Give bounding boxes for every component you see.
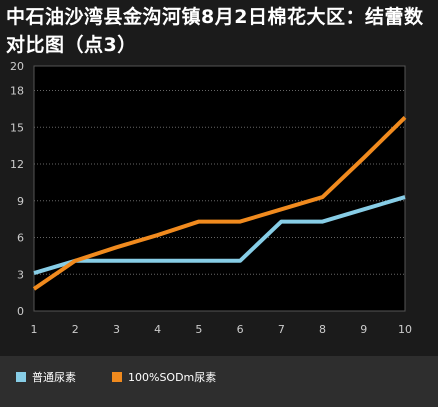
legend-label-2: 100%SODm尿素: [128, 371, 217, 384]
legend-item-series-1: 普通尿素: [16, 369, 76, 385]
legend-swatch-1: [16, 372, 26, 382]
y-tick-label: 12: [10, 158, 24, 171]
series-lines: [32, 116, 407, 291]
legend-label-1: 普通尿素: [32, 371, 76, 384]
y-tick-labels: 0 3 6 9 12 15 18 20: [10, 60, 24, 318]
gridlines: [34, 90, 405, 275]
y-tick-label: 0: [17, 305, 24, 318]
y-tick-label: 15: [10, 121, 24, 134]
x-tick-label: 9: [360, 323, 367, 336]
x-tick-label: 2: [72, 323, 79, 336]
x-tick-label: 6: [237, 323, 244, 336]
y-tick-label: 3: [17, 268, 24, 281]
legend: 普通尿素 100%SODm尿素: [0, 356, 438, 407]
x-tick-label: 10: [398, 323, 412, 336]
series-line-2: [32, 116, 407, 291]
x-tick-label: 7: [278, 323, 285, 336]
y-tick-label: 9: [17, 195, 24, 208]
plot-area: [33, 65, 406, 312]
x-tick-label: 1: [31, 323, 38, 336]
y-tick-label: 18: [10, 85, 24, 98]
x-tick-label: 3: [113, 323, 120, 336]
y-tick-label: 20: [10, 60, 24, 73]
x-tick-label: 5: [195, 323, 202, 336]
series-line-1: [33, 195, 406, 275]
x-tick-labels: 1 2 3 4 5 6 7 8 9 10: [31, 323, 413, 336]
legend-item-series-2: 100%SODm尿素: [112, 369, 216, 385]
legend-swatch-2: [112, 372, 122, 382]
chart-title: 中石油沙湾县金沟河镇8月2日棉花大区：结蕾数对比图（点3）: [6, 6, 424, 56]
y-tick-label: 6: [17, 232, 24, 245]
x-tick-label: 8: [319, 323, 326, 336]
x-tick-label: 4: [154, 323, 161, 336]
